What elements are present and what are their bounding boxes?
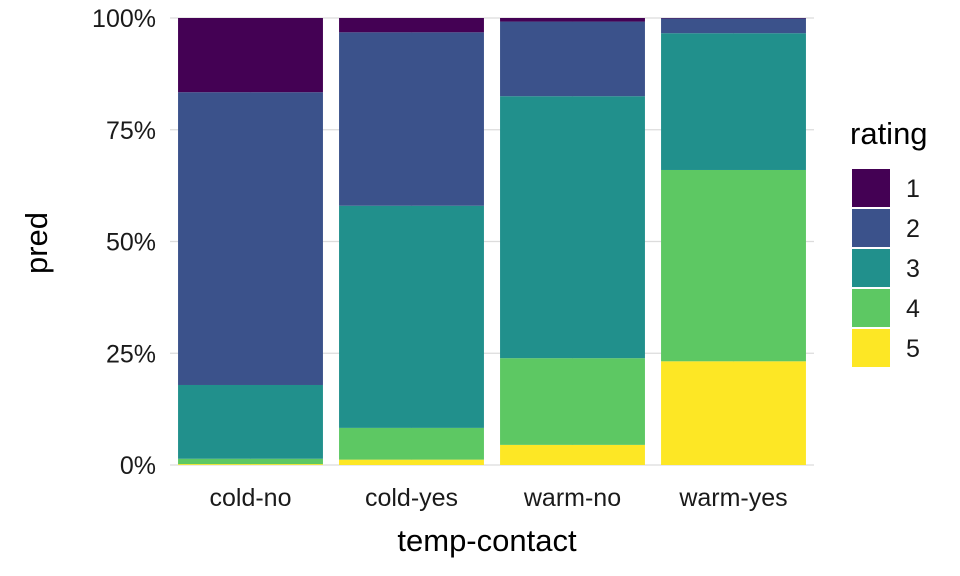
bar-segment-cold-no-rating-1 — [178, 18, 323, 93]
x-tick-label: cold-yes — [365, 484, 458, 512]
bar-segment-warm-no-rating-4 — [500, 358, 645, 445]
legend-key-4 — [852, 289, 890, 327]
bar-segment-cold-yes-rating-3 — [339, 205, 484, 428]
bar-segment-cold-no-rating-4 — [178, 458, 323, 465]
bar-segment-warm-yes-rating-5 — [661, 361, 806, 465]
y-tick-label: 75% — [106, 117, 156, 145]
y-axis-ticks: 0% 25% 50% 75% 100% — [92, 5, 156, 480]
bar-segment-warm-yes-rating-4 — [661, 169, 806, 362]
bar-segment-warm-yes-rating-3 — [661, 33, 806, 170]
bar-segment-cold-no-rating-2 — [178, 92, 323, 385]
bar-segment-warm-yes-rating-2 — [661, 18, 806, 34]
bar-segment-warm-no-rating-5 — [500, 444, 645, 465]
x-axis-title: temp-contact — [397, 523, 577, 558]
legend-key-1 — [852, 169, 890, 207]
y-tick-label: 0% — [120, 452, 156, 480]
legend-key-3 — [852, 249, 890, 287]
legend-label: 4 — [906, 295, 920, 323]
bar-segment-cold-yes-rating-2 — [339, 32, 484, 206]
bar-segment-cold-yes-rating-4 — [339, 427, 484, 460]
bar-segment-cold-no-rating-3 — [178, 384, 323, 459]
legend-label: 3 — [906, 255, 920, 283]
bar-segment-cold-no-rating-5 — [178, 464, 323, 465]
bar-segment-warm-no-rating-2 — [500, 21, 645, 97]
legend-label: 2 — [906, 215, 920, 243]
bar-segment-warm-no-rating-1 — [500, 18, 645, 22]
legend-key-2 — [852, 209, 890, 247]
legend-label: 1 — [906, 175, 920, 203]
bar-segment-cold-yes-rating-5 — [339, 459, 484, 465]
x-tick-label: cold-no — [210, 484, 292, 512]
y-axis-title: pred — [19, 212, 54, 274]
legend-title: rating — [850, 116, 928, 151]
legend: rating 1 2 3 4 5 — [850, 116, 928, 367]
x-tick-label: warm-no — [523, 484, 621, 512]
bar-segment-warm-no-rating-3 — [500, 96, 645, 359]
x-tick-label: warm-yes — [678, 484, 787, 512]
bar-segment-cold-yes-rating-1 — [339, 18, 484, 33]
legend-label: 5 — [906, 335, 920, 363]
legend-key-5 — [852, 329, 890, 367]
y-tick-label: 100% — [92, 5, 156, 33]
bar-stacks — [178, 18, 806, 465]
y-tick-label: 50% — [106, 229, 156, 257]
x-axis-ticks: cold-no cold-yes warm-no warm-yes — [210, 484, 788, 512]
y-tick-label: 25% — [106, 340, 156, 368]
